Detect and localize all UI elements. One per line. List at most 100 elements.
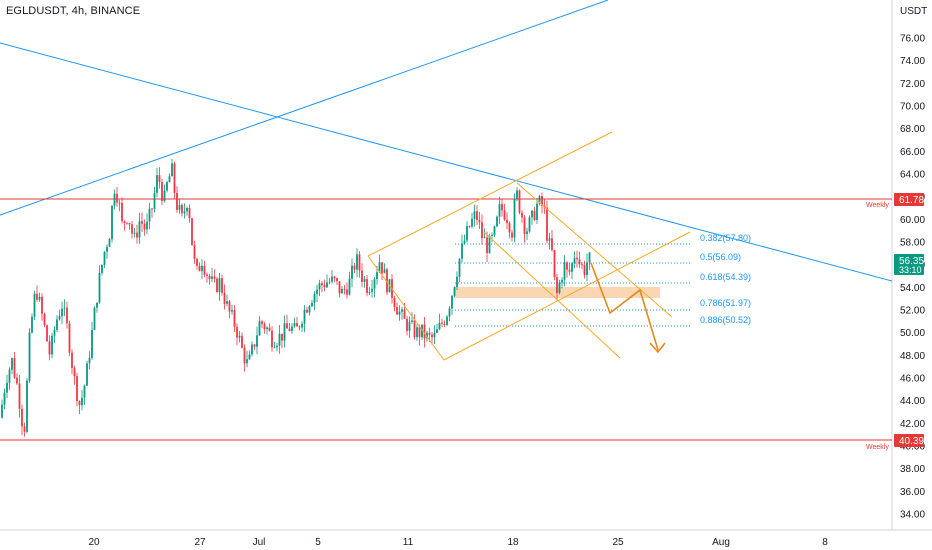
fib-label-0618: 0.618(54.39) [700,272,751,282]
ascending-trendline[interactable] [0,0,609,216]
candle-body [63,307,66,309]
time-label-5: 5 [315,537,321,548]
candle-body [183,211,186,214]
candle-body [291,326,293,331]
candle-body [191,218,193,246]
candle-body [583,265,586,275]
channel-upper-line [367,131,613,257]
candle-body [561,279,563,283]
candle-body [36,293,38,300]
candle-body [526,231,528,234]
fib-label-0786: 0.786(51.97) [700,298,751,308]
candle-body [371,288,373,292]
candle-body [393,298,396,307]
orange-channel[interactable] [367,131,691,361]
candle-body [576,257,578,260]
candle-body [306,309,308,313]
candle-body [131,224,133,234]
projection-path[interactable] [590,262,666,354]
candle-body [396,307,398,315]
candle-body [43,313,46,326]
candle-body [208,276,211,279]
candle-body [243,347,246,364]
candle-body [498,204,501,217]
candle-body [56,319,58,330]
candle-body [238,335,241,338]
candle-body [8,369,11,383]
candle-body [453,287,456,296]
candle-body [6,382,8,393]
candle-body [571,263,573,272]
price-tick-label: 50.00 [900,328,925,339]
candle-body [503,210,506,220]
candle-body [211,276,213,279]
price-tick-label: 38.00 [900,464,925,475]
candle-body [286,323,288,329]
weekly-price-tag-2: 40.39 [894,434,924,447]
candle-body [506,219,508,224]
candle-body [213,276,216,279]
candle-body [311,302,313,307]
time-label-20: 20 [88,537,100,548]
candle-body [421,324,423,338]
candle-body [381,262,383,274]
candle-body [21,408,23,427]
fibonacci-retracement[interactable]: 0.382(57.80) 0.5(56.09) 0.618(54.39) 0.7… [455,233,751,327]
channel-lower-line [443,231,691,361]
candle-body [361,270,363,282]
candle-body [266,327,268,329]
candle-body [451,295,453,309]
candle-body [463,240,466,244]
candle-body [411,320,413,322]
price-tick-label: 34.00 [900,510,925,521]
candle-body [1,404,3,418]
candle-body [431,334,433,338]
candle-body [18,383,21,409]
candle-body [556,277,558,293]
price-tick-label: 64.00 [900,170,925,181]
candle-body [408,321,411,331]
candle-body [403,309,406,319]
candle-body [471,218,473,227]
candle-body [508,223,511,233]
candle-body [228,301,231,312]
candle-body [486,237,488,254]
candle-body [416,327,418,338]
candle-body [516,190,518,199]
candle-body [178,204,181,211]
candle-body [443,323,446,325]
candle-body [273,347,276,349]
candle-body [198,265,201,272]
price-tick-label: 48.00 [900,351,925,362]
candle-body [348,278,351,295]
candle-body [351,265,353,279]
candle-body [313,293,316,303]
candle-body [51,335,53,355]
time-label-18: 18 [507,537,519,548]
candle-body [136,232,138,238]
candle-body [271,330,273,348]
candle-body [398,311,401,315]
candle-body [221,278,223,293]
candle-body [363,279,366,282]
candle-body [46,325,48,342]
time-label-jul: Jul [253,537,266,548]
candle-body [336,278,338,282]
candle-body [383,269,386,274]
candle-body [268,327,271,331]
candle-body [173,163,176,193]
candle-body [541,196,543,206]
candle-body [491,234,493,236]
candle-body [293,323,296,327]
candle-body [406,318,408,331]
candle-body [446,316,448,325]
candle-body [193,245,196,259]
candle-body [518,190,521,213]
descending-trendline[interactable] [0,42,893,282]
candle-body [11,358,13,370]
candle-body [441,322,443,324]
candle-body [91,329,93,358]
candle-body [71,352,73,368]
candle-body [458,258,461,277]
